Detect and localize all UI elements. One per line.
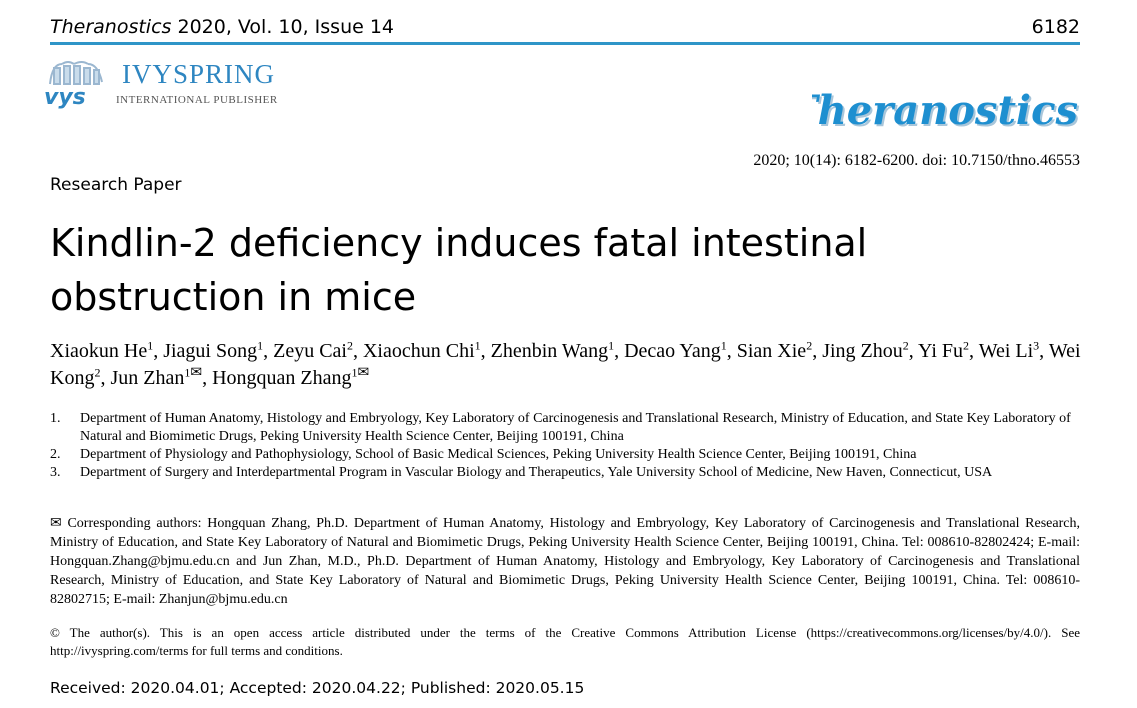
author-name: Xiaokun He: [50, 340, 148, 362]
author-separator: ,: [480, 340, 491, 362]
author-affiliation-mark: 2: [963, 338, 970, 353]
author-affiliation-mark: 1: [257, 338, 264, 353]
author: Zhenbin Wang1,: [490, 338, 625, 362]
author-affiliation-mark: 2: [806, 338, 813, 353]
author-name: Decao Yang: [624, 340, 721, 362]
author: Zeyu Cai2,: [273, 338, 363, 362]
affiliation-text: Department of Physiology and Pathophysio…: [80, 447, 917, 462]
journal-citation-header: Theranostics 2020, Vol. 10, Issue 14: [50, 14, 394, 40]
svg-text:Theranostics: Theranostics: [812, 87, 1078, 134]
author-affiliation-mark: 2: [94, 365, 101, 380]
author-name: Sian Xie: [736, 340, 807, 362]
author-separator: ,: [812, 340, 823, 362]
ivyspring-logo-icon: vys: [44, 61, 103, 110]
envelope-icon: ✉: [357, 365, 370, 381]
publisher-subtitle: INTERNATIONAL PUBLISHER: [116, 94, 278, 106]
author-affiliation-mark: 2: [346, 338, 353, 353]
author-separator: ,: [614, 340, 625, 362]
author-name: Wei Kong: [50, 340, 1081, 389]
author-affiliation-mark: 1: [608, 338, 615, 353]
affiliation-item: 1. Department of Human Anatomy, Histology…: [50, 410, 1082, 446]
author-name: Jiagui Song: [163, 340, 258, 362]
author-separator: ,: [908, 340, 919, 362]
affiliation-item: 3. Department of Surgery and Interdepartm…: [50, 464, 1082, 482]
affiliation-number: 3.: [50, 465, 61, 480]
svg-text:vys: vys: [44, 85, 86, 110]
paper-type: Research Paper: [50, 175, 182, 195]
author-affiliation-mark: 3: [1033, 338, 1040, 353]
author: Wei Li3,: [978, 338, 1049, 362]
author-affiliation-mark: 1: [147, 338, 154, 353]
author-separator: ,: [969, 340, 979, 362]
corresponding-authors: ✉ Corresponding authors: Hongquan Zhang,…: [50, 516, 1080, 607]
author-name: Zeyu Cai: [273, 340, 347, 362]
affiliation-list: 1. Department of Human Anatomy, Histology…: [50, 410, 1082, 482]
affiliation-item: 2. Department of Physiology and Pathophys…: [50, 446, 1082, 464]
page-number: 6182: [1031, 16, 1080, 38]
publisher-name: IVYSPRING: [122, 59, 276, 89]
envelope-icon: ✉: [190, 365, 203, 381]
author-separator: ,: [202, 367, 213, 389]
author-name: Xiaochun Chi: [362, 340, 475, 362]
article-title: Kindlin-2 deficiency induces fatal intes…: [50, 221, 868, 319]
author-affiliation-mark: 1: [351, 365, 358, 380]
author-separator: ,: [153, 340, 164, 362]
author-name: Wei Li: [978, 340, 1034, 362]
author-affiliation-mark: 1: [720, 338, 727, 353]
author: Yi Fu2,: [918, 338, 979, 362]
author-name: Hongquan Zhang: [212, 367, 352, 389]
author: Wei Kong2,: [50, 340, 1081, 389]
author: Jun Zhan1✉,: [110, 365, 213, 389]
author-separator: ,: [1039, 340, 1049, 362]
author: Sian Xie2,: [736, 338, 823, 362]
author-separator: ,: [352, 340, 363, 362]
author-separator: ,: [263, 340, 274, 362]
license-statement: © The author(s). This is an open access …: [50, 625, 1080, 658]
affiliation-text: Department of Surgery and Interdepartmen…: [80, 465, 993, 480]
author: Xiaochun Chi1,: [362, 338, 491, 362]
affiliation-text: Department of Human Anatomy, Histology a…: [80, 411, 1071, 444]
author: Jing Zhou2,: [822, 338, 919, 362]
author-name: Yi Fu: [918, 340, 964, 362]
author-separator: ,: [100, 367, 111, 389]
author-name: Jing Zhou: [822, 340, 903, 362]
running-header: Theranostics 2020, Vol. 10, Issue 14 618…: [50, 14, 1080, 40]
journal-volume-info: 2020, Vol. 10, Issue 14: [171, 16, 395, 38]
affiliation-number: 2.: [50, 447, 61, 462]
publication-dates: Received: 2020.04.01; Accepted: 2020.04.…: [50, 679, 585, 697]
affiliation-number: 1.: [50, 411, 61, 426]
author: Jiagui Song1,: [163, 338, 274, 362]
author: Xiaokun He1,: [50, 338, 164, 362]
journal-name: Theranostics: [50, 16, 172, 38]
author: Decao Yang1,: [624, 338, 737, 362]
author-list: Xiaokun He1, Jiagui Song1, Zeyu Cai2, Xi…: [50, 338, 1090, 392]
header-divider: [50, 42, 1080, 45]
author: Hongquan Zhang1✉: [212, 365, 370, 389]
author-name: Jun Zhan: [110, 367, 185, 389]
article-citation: 2020; 10(14): 6182-6200. doi: 10.7150/th…: [753, 152, 1080, 169]
theranostics-logo: Theranostics Theranostics: [812, 87, 1080, 136]
author-affiliation-mark: 1: [474, 338, 481, 353]
svg-text:Theranostics: Theranostics: [812, 89, 1080, 136]
author-affiliation-mark: 1: [184, 365, 191, 380]
author-name: Zhenbin Wang: [490, 340, 609, 362]
author-affiliation-mark: 2: [902, 338, 909, 353]
author-separator: ,: [726, 340, 737, 362]
